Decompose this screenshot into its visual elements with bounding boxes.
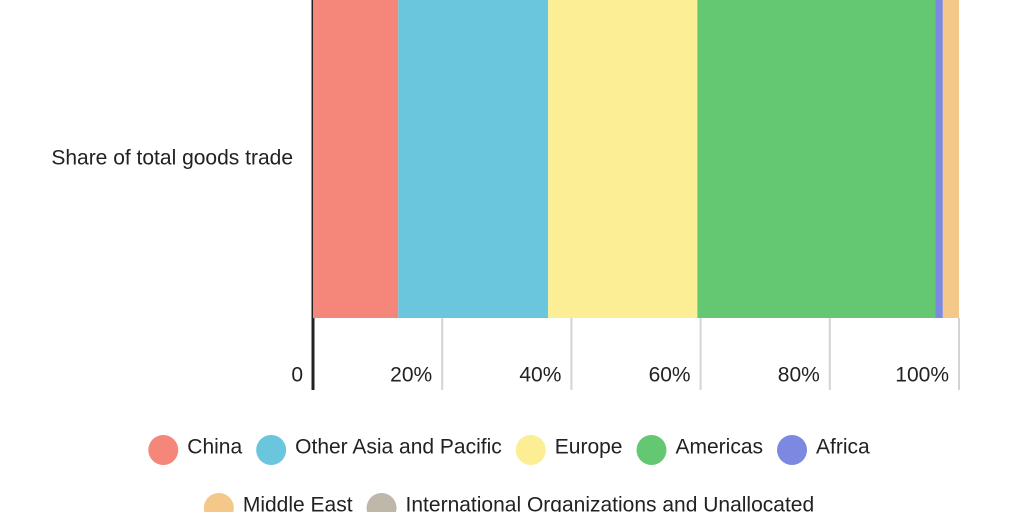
legend-label: International Organizations and Unalloca… (406, 494, 815, 512)
x-tick-label: 40% (519, 364, 561, 387)
bar-segment (398, 0, 549, 318)
legend-label: Europe (555, 436, 623, 459)
legend-label: Other Asia and Pacific (295, 436, 502, 459)
y-tick-label: Share of total goods trade (51, 147, 293, 170)
bar-segment (697, 0, 936, 318)
legend-marker (148, 435, 179, 465)
legend-label: China (187, 436, 242, 459)
x-tick-label: 60% (649, 364, 691, 387)
legend-marker (636, 435, 667, 465)
bar-segment (548, 0, 698, 318)
bar-segment (942, 0, 959, 318)
legend-label: Middle East (243, 494, 353, 512)
legend-marker (203, 493, 234, 512)
legend-marker (256, 435, 287, 465)
bar-segment (935, 0, 943, 318)
legend-label: Americas (675, 436, 763, 459)
x-tick-label: 80% (778, 364, 820, 387)
legend-marker (777, 435, 808, 465)
x-tick-label: 100% (895, 364, 949, 387)
x-tick-label: 0 (291, 364, 303, 387)
legend-marker (366, 493, 397, 512)
legend-marker (515, 435, 546, 465)
x-tick-label: 20% (390, 364, 432, 387)
legend-label: Africa (816, 436, 870, 459)
bar-segment (313, 0, 399, 318)
